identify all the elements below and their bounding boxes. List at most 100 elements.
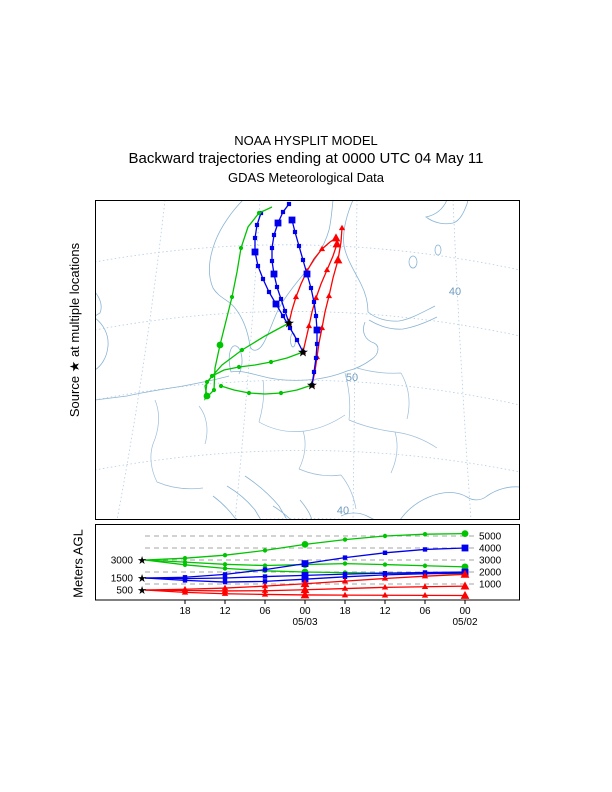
circle-marker bbox=[229, 294, 235, 300]
square-marker bbox=[260, 276, 266, 282]
country-borders bbox=[150, 367, 438, 510]
square-marker bbox=[251, 248, 259, 256]
source-star-icon: ★ bbox=[137, 573, 147, 585]
date-label: 05/03 bbox=[292, 617, 317, 628]
square-marker bbox=[311, 369, 317, 375]
triangle-marker bbox=[421, 592, 429, 598]
triangle-marker bbox=[181, 585, 189, 592]
triangle-marker bbox=[318, 245, 326, 252]
circle-marker bbox=[211, 387, 217, 393]
circle-marker bbox=[461, 563, 469, 571]
square-marker bbox=[314, 341, 320, 347]
coastline bbox=[95, 200, 520, 520]
circle-marker bbox=[262, 563, 268, 568]
triangle-marker bbox=[300, 590, 310, 599]
triangle-marker bbox=[261, 587, 269, 593]
circle-marker bbox=[342, 561, 348, 566]
circle-marker bbox=[256, 210, 262, 216]
map-frame bbox=[95, 200, 520, 520]
date-label: 05/02 bbox=[452, 617, 477, 628]
square-marker bbox=[342, 555, 348, 560]
time-tick-label: 12 bbox=[379, 606, 391, 617]
circle-marker bbox=[239, 347, 245, 353]
square-marker bbox=[262, 574, 268, 579]
circle-marker bbox=[268, 359, 274, 365]
square-marker bbox=[308, 285, 314, 291]
circle-marker bbox=[216, 341, 224, 349]
square-marker bbox=[269, 258, 275, 264]
square-marker bbox=[303, 270, 311, 278]
triangle-marker bbox=[300, 585, 310, 594]
time-tick-label: 00 bbox=[299, 606, 311, 617]
square-marker bbox=[280, 313, 286, 319]
triangle-marker bbox=[323, 266, 331, 273]
triangle-marker bbox=[460, 581, 470, 590]
circle-marker bbox=[209, 373, 215, 379]
square-marker bbox=[461, 544, 469, 552]
graticule-meridians bbox=[116, 200, 472, 520]
square-marker bbox=[422, 547, 428, 552]
square-marker bbox=[255, 263, 261, 269]
square-marker bbox=[262, 579, 268, 584]
triangle-marker bbox=[221, 590, 229, 596]
square-marker bbox=[301, 571, 309, 579]
start-height-label: 3000 bbox=[111, 556, 134, 567]
square-marker bbox=[296, 243, 302, 249]
square-marker bbox=[222, 579, 228, 585]
circle-marker bbox=[218, 383, 224, 389]
square-marker bbox=[252, 235, 258, 241]
triangle-marker bbox=[332, 239, 342, 248]
square-marker bbox=[271, 232, 277, 238]
triangle-marker bbox=[381, 575, 389, 581]
triangle-marker bbox=[460, 590, 470, 599]
triangle-marker bbox=[221, 584, 229, 591]
time-tick-label: 06 bbox=[419, 606, 431, 617]
graticule-parallels bbox=[95, 244, 520, 520]
source-star-icon: ★ bbox=[297, 345, 309, 360]
square-marker bbox=[313, 313, 319, 319]
square-marker bbox=[292, 229, 298, 235]
circle-marker bbox=[236, 364, 242, 370]
circle-marker bbox=[246, 390, 252, 396]
height-side-label: Meters AGL bbox=[70, 529, 86, 598]
red-trajectory-path bbox=[311, 227, 343, 386]
graticule-label: 50 bbox=[346, 372, 358, 384]
circle-marker bbox=[300, 349, 306, 355]
triangle-marker bbox=[300, 579, 310, 588]
lake-outline bbox=[408, 255, 418, 269]
circle-marker bbox=[278, 390, 284, 396]
square-marker bbox=[288, 216, 296, 224]
triangle-marker bbox=[318, 324, 326, 331]
triangle-marker bbox=[325, 292, 333, 299]
triangle-marker bbox=[341, 577, 349, 584]
graticule-label: 40 bbox=[337, 505, 349, 517]
height-axis-tick-label: 1000 bbox=[479, 580, 502, 591]
triangle-marker bbox=[333, 255, 343, 264]
square-marker bbox=[270, 270, 278, 278]
title-block: NOAA HYSPLIT MODEL Backward trajectories… bbox=[0, 133, 612, 185]
square-marker bbox=[182, 578, 188, 583]
time-tick-label: 06 bbox=[259, 606, 271, 617]
circle-marker bbox=[238, 245, 244, 251]
source-star-icon: ★ bbox=[306, 378, 318, 393]
triangle-marker bbox=[421, 572, 429, 579]
triangle-marker bbox=[341, 591, 349, 598]
map-side-label: Source ★ at multiple locations bbox=[67, 242, 82, 418]
square-marker bbox=[286, 201, 292, 207]
source-star-icon: ★ bbox=[283, 316, 295, 331]
subtitle: GDAS Meteorological Data bbox=[227, 170, 385, 185]
square-marker bbox=[294, 337, 300, 343]
square-marker bbox=[382, 550, 388, 555]
source-star-icon: ★ bbox=[137, 585, 147, 597]
circle-marker bbox=[203, 392, 211, 400]
square-marker bbox=[280, 209, 286, 215]
time-tick-label: 00 bbox=[459, 606, 471, 617]
circle-marker bbox=[382, 533, 388, 539]
square-marker bbox=[269, 245, 275, 251]
square-marker bbox=[272, 300, 280, 308]
time-tick-label: 18 bbox=[179, 606, 191, 617]
graticule-label: 40 bbox=[449, 286, 461, 298]
